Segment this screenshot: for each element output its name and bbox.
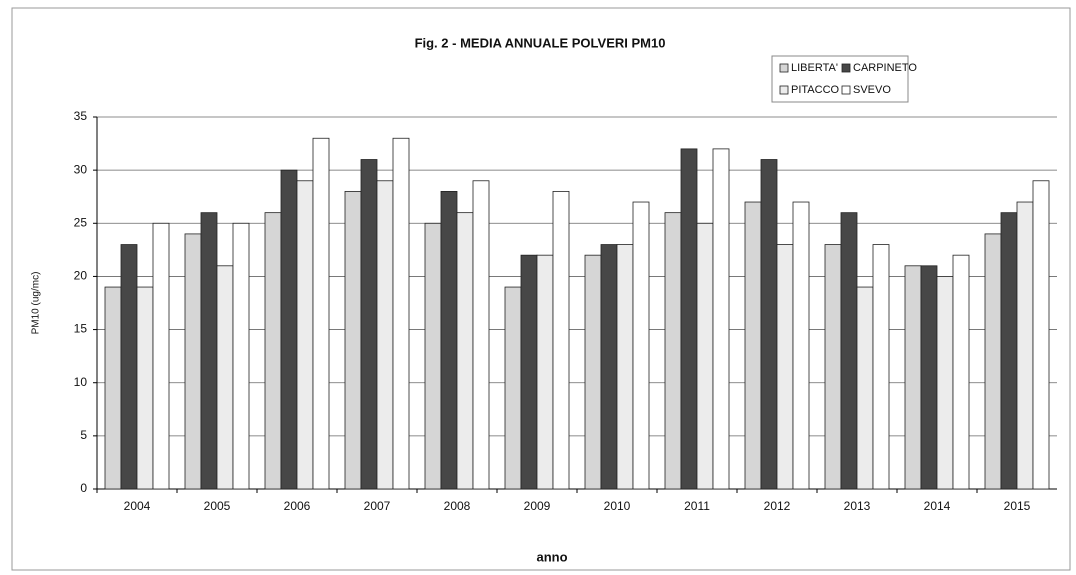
bar [1000,212,1018,490]
bar [392,137,410,490]
y-tick-label: 0 [80,481,87,495]
x-tick-label: 2009 [524,499,551,513]
bar [584,254,602,490]
legend-label: LIBERTA' [791,62,838,74]
bar [424,222,442,490]
legend-swatch [779,85,789,95]
x-tick-label: 2010 [604,499,631,513]
bar [136,286,154,490]
legend-swatch [841,63,851,73]
bar [856,286,874,490]
legend-swatch [841,85,851,95]
bar [1016,201,1034,490]
chart-title: Fig. 2 - MEDIA ANNUALE POLVERI PM10 [415,35,666,50]
bar [504,286,522,490]
bar [760,159,778,490]
bar [936,276,954,490]
bar [904,265,922,490]
x-tick-label: 2014 [924,499,951,513]
legend [771,55,909,103]
bar [712,148,730,490]
bar [440,190,458,490]
x-axis-label: anno [536,549,567,564]
bar [232,222,250,490]
y-tick-label: 5 [80,428,87,442]
x-tick-label: 2012 [764,499,791,513]
bar [1032,180,1050,490]
bar [344,190,362,490]
legend-label: SVEVO [853,84,891,96]
bar [552,190,570,490]
y-tick-label: 35 [74,109,88,123]
bar [152,222,170,490]
bar [312,137,330,490]
legend-swatch [779,63,789,73]
bar [104,286,122,490]
legend-label: CARPINETO [853,62,917,74]
bar [696,222,714,490]
chart-border [11,7,1071,571]
bar [792,201,810,490]
x-tick-label: 2006 [284,499,311,513]
bar [664,212,682,490]
legend-label: PITACCO [791,84,840,96]
bar [472,180,490,490]
x-tick-label: 2007 [364,499,391,513]
bar [824,244,842,490]
bar [184,233,202,490]
bar [952,254,970,490]
x-tick-label: 2015 [1004,499,1031,513]
bar [360,159,378,490]
bar [872,244,890,490]
y-tick-label: 20 [74,269,88,283]
bar [216,265,234,490]
bar [776,244,794,490]
x-tick-label: 2005 [204,499,231,513]
y-tick-label: 30 [74,162,88,176]
bar [296,180,314,490]
bar [984,233,1002,490]
y-tick-label: 15 [74,322,88,336]
bar [376,180,394,490]
x-tick-label: 2004 [124,499,151,513]
y-axis-label: PM10 (ug/mc) [31,272,42,335]
x-tick-label: 2008 [444,499,471,513]
y-tick-label: 10 [74,375,88,389]
bar [840,212,858,490]
bar [680,148,698,490]
bar [600,244,618,490]
bar [920,265,938,490]
x-tick-label: 2013 [844,499,871,513]
bar [200,212,218,490]
bar [616,244,634,490]
bar [264,212,282,490]
y-tick-label: 25 [74,215,88,229]
bar [536,254,554,490]
bar [120,244,138,490]
bar [280,169,298,490]
x-tick-label: 2011 [684,499,710,513]
bar [744,201,762,490]
bar [520,254,538,490]
bar [456,212,474,490]
bar [632,201,650,490]
